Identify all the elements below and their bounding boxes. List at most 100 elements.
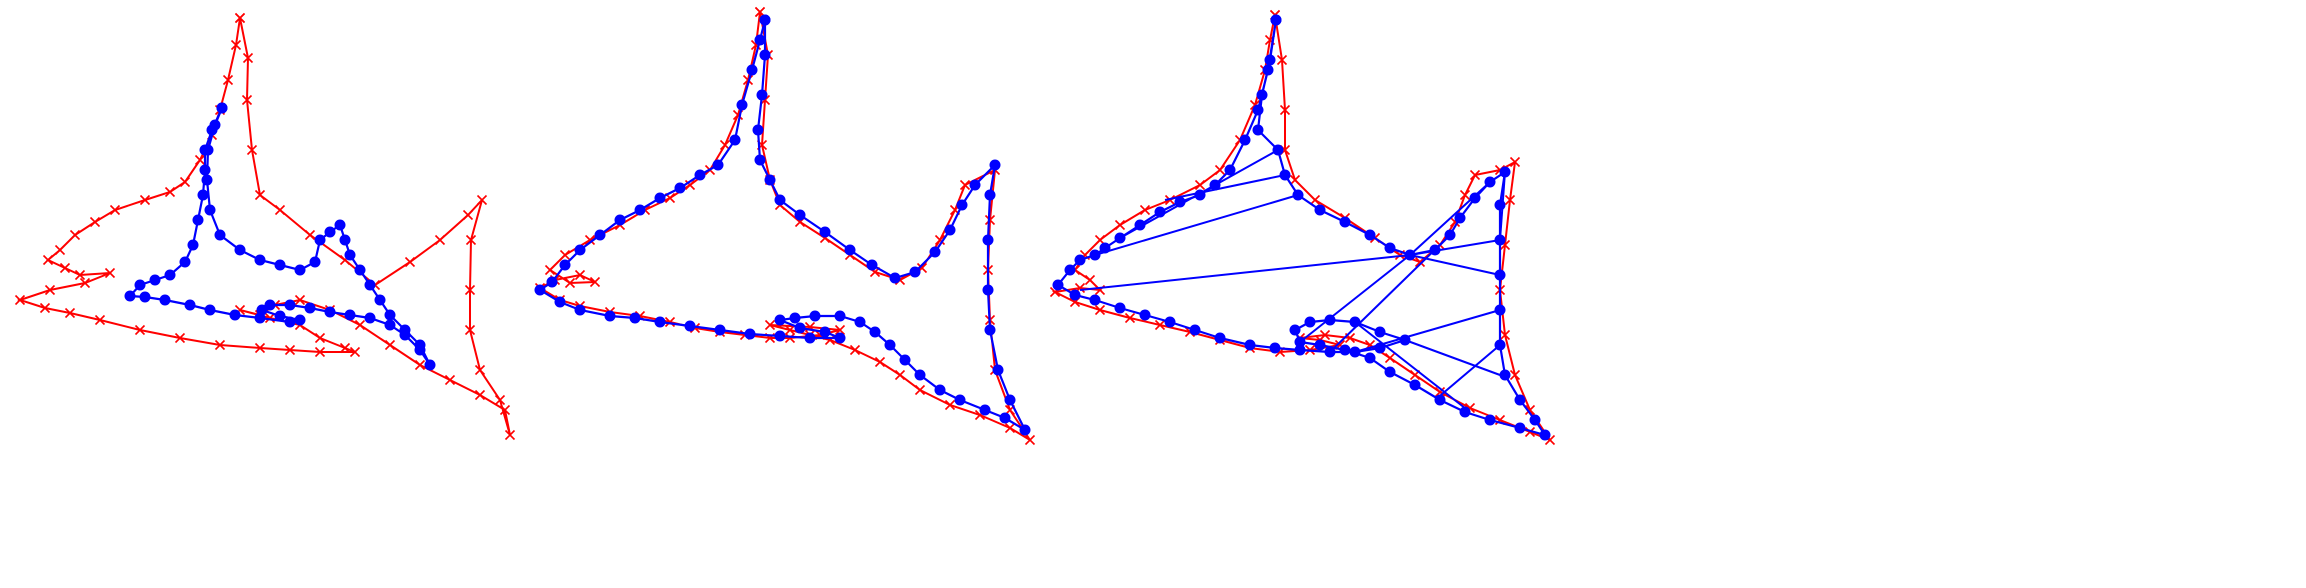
target-point-marker xyxy=(69,229,81,241)
target-point-marker xyxy=(684,179,696,191)
target-point-marker xyxy=(474,364,486,376)
prediction-point-marker xyxy=(1074,254,1086,266)
target-point-marker xyxy=(1094,304,1106,316)
prediction-point-marker xyxy=(1349,316,1361,328)
prediction-point-marker xyxy=(1304,316,1316,328)
target-point-marker xyxy=(462,209,474,221)
prediction-point-marker xyxy=(982,234,994,246)
prediction-point-marker xyxy=(1514,422,1526,434)
target-point-marker xyxy=(1279,104,1291,116)
prediction-point-marker xyxy=(1069,289,1081,301)
target-point-marker xyxy=(499,404,511,416)
prediction-point-marker xyxy=(774,194,786,206)
target-point-marker xyxy=(784,332,796,344)
prediction-point-marker xyxy=(284,316,296,328)
prediction-point-marker xyxy=(1364,229,1376,241)
target-point-marker xyxy=(559,249,571,261)
prediction-point-marker xyxy=(1089,249,1101,261)
prediction-point-marker xyxy=(954,394,966,406)
target-point-marker xyxy=(109,204,121,216)
target-point-marker xyxy=(474,389,486,401)
target-point-marker xyxy=(476,194,488,206)
target-point-marker xyxy=(664,316,676,328)
prediction-contour xyxy=(1052,14,1551,441)
target-point-marker xyxy=(494,394,506,406)
prediction-point-marker xyxy=(1339,344,1351,356)
prediction-point-marker xyxy=(184,299,196,311)
prediction-point-marker xyxy=(1409,379,1421,391)
prediction-point-marker xyxy=(229,309,241,321)
prediction-chord xyxy=(1329,234,1451,353)
target-point-marker xyxy=(339,342,351,354)
target-point-marker xyxy=(314,332,326,344)
prediction-point-marker xyxy=(844,244,856,256)
prediction-point-marker xyxy=(199,164,211,176)
prediction-point-marker xyxy=(834,332,846,344)
prediction-point-marker xyxy=(1374,326,1386,338)
prediction-point-marker xyxy=(634,204,646,216)
prediction-point-marker xyxy=(354,264,366,276)
prediction-point-marker xyxy=(1444,229,1456,241)
prediction-point-marker xyxy=(214,229,226,241)
target-point-marker xyxy=(79,277,91,289)
prediction-point-marker xyxy=(764,174,776,186)
prediction-point-marker xyxy=(1459,406,1471,418)
prediction-point-marker xyxy=(234,244,246,256)
target-point-marker xyxy=(444,374,456,386)
prediction-point-marker xyxy=(1270,14,1282,26)
target-point-marker xyxy=(1309,194,1321,206)
target-point-marker xyxy=(944,399,956,411)
prediction-point-marker xyxy=(1384,366,1396,378)
prediction-point-marker xyxy=(594,229,606,241)
prediction-point-marker xyxy=(884,339,896,351)
target-point-marker xyxy=(1114,219,1126,231)
prediction-point-marker xyxy=(1529,414,1541,426)
prediction-point-marker xyxy=(139,291,151,303)
target-point-marker xyxy=(465,234,477,246)
prediction-point-marker xyxy=(1349,346,1361,358)
target-point-marker xyxy=(254,342,266,354)
prediction-point-marker xyxy=(869,326,881,338)
prediction-point-marker xyxy=(774,314,786,326)
prediction-point-marker xyxy=(1174,196,1186,208)
prediction-point-marker xyxy=(204,204,216,216)
prediction-point-marker xyxy=(344,309,356,321)
prediction-point-marker xyxy=(197,189,209,201)
prediction-point-marker xyxy=(1134,219,1146,231)
prediction-point-marker xyxy=(809,310,821,322)
prediction-point-marker xyxy=(819,226,831,238)
prediction-point-marker xyxy=(929,246,941,258)
target-point-marker xyxy=(264,312,276,324)
prediction-chord xyxy=(1409,254,1501,276)
target-point-marker xyxy=(1504,194,1516,206)
prediction-point-marker xyxy=(984,324,996,336)
target-point-marker xyxy=(784,324,796,336)
prediction-point-marker xyxy=(629,312,641,324)
prediction-point-marker xyxy=(1209,179,1221,191)
target-point-marker xyxy=(179,176,191,188)
prediction-point-marker xyxy=(206,124,218,136)
prediction-point-marker xyxy=(294,264,306,276)
prediction-point-marker xyxy=(424,359,436,371)
prediction-point-marker xyxy=(1434,394,1446,406)
prediction-point-marker xyxy=(192,214,204,226)
prediction-point-marker xyxy=(1272,144,1284,156)
target-point-marker xyxy=(589,276,601,288)
target-point-marker xyxy=(294,294,306,306)
target-point-marker xyxy=(42,254,54,266)
target-point-marker xyxy=(1414,256,1426,268)
prediction-point-marker xyxy=(1374,342,1386,354)
prediction-point-marker xyxy=(199,144,211,156)
prediction-point-marker xyxy=(992,364,1004,376)
prediction-point-marker xyxy=(1154,206,1166,218)
prediction-point-marker xyxy=(1292,189,1304,201)
target-point-marker xyxy=(222,74,234,86)
target-point-marker xyxy=(139,194,151,206)
prediction-point-marker xyxy=(1099,242,1111,254)
prediction-point-marker xyxy=(1324,314,1336,326)
prediction-point-marker xyxy=(1484,176,1496,188)
prediction-point-marker xyxy=(956,199,968,211)
prediction-point-marker xyxy=(774,330,786,342)
target-point-marker xyxy=(1524,404,1536,416)
